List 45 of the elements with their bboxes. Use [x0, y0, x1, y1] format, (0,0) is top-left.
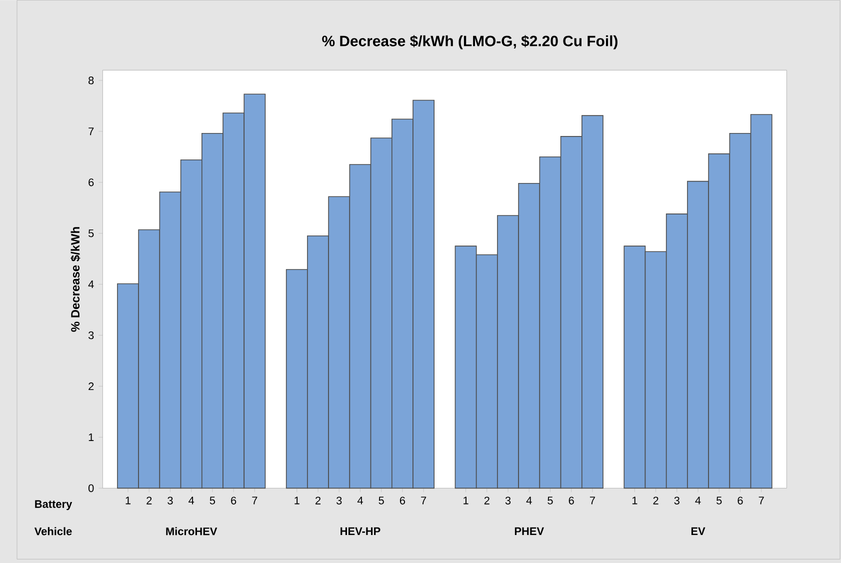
- x-tick-label: 5: [378, 496, 384, 504]
- x-tick-label: 7: [758, 496, 764, 504]
- x-tick-label: 2: [484, 496, 490, 504]
- x-tick-label: 5: [716, 496, 722, 504]
- text: HEV-HP: [340, 527, 380, 535]
- x-tick-label: 4: [695, 496, 701, 504]
- x-tick-label: 2: [653, 496, 658, 504]
- x-tick-label: 1: [294, 496, 300, 504]
- text: MicroHEV: [166, 527, 218, 536]
- x-tick-label: 5: [210, 496, 216, 504]
- x-tick-label: 5: [548, 496, 553, 504]
- x-tick-label: 6: [231, 496, 236, 504]
- x-tick-label: 2: [146, 496, 152, 504]
- x-tick-label: 7: [421, 496, 426, 504]
- x-tick-label: 4: [188, 496, 194, 504]
- x-tick-label: 6: [738, 496, 743, 504]
- x-tick-label: 1: [632, 496, 638, 504]
- x-tick-label: 7: [590, 496, 595, 504]
- x-tick-label: 6: [400, 496, 406, 504]
- text: PHEV: [514, 527, 544, 535]
- x-tick-label: 3: [336, 496, 342, 504]
- x-tick-label: 3: [674, 496, 680, 504]
- y-tick-label: 6: [88, 178, 94, 186]
- x-tick-label: 4: [357, 496, 363, 504]
- y-tick-label: 4: [88, 280, 94, 288]
- x-tick-label: 7: [252, 496, 258, 504]
- y-tick-label: 5: [88, 229, 94, 238]
- y-tick-label: 8: [88, 76, 94, 84]
- y-axis-title: % Decrease $/kWh: [70, 227, 80, 332]
- x-tick-label: 1: [126, 496, 131, 504]
- x-tick-label: 3: [168, 496, 173, 504]
- y-tick-label: 3: [88, 331, 94, 340]
- x-tick-label: 6: [568, 496, 574, 504]
- text: Vehicle: [34, 527, 72, 536]
- y-tick-label: 7: [88, 128, 94, 136]
- chart-title: % Decrease $/kWh (LMO-G, $2.20 Cu Foil): [322, 34, 618, 50]
- x-tick-label: 2: [316, 496, 321, 504]
- x-tick-label: 3: [505, 496, 511, 504]
- x-tick-label: 1: [464, 496, 468, 504]
- text: EV: [691, 527, 706, 535]
- text: Battery: [35, 500, 72, 510]
- y-tick-label: 2: [88, 382, 94, 390]
- y-tick-label: 1: [88, 433, 94, 441]
- y-tick-label: 0: [88, 484, 94, 492]
- x-tick-label: 4: [526, 496, 532, 504]
